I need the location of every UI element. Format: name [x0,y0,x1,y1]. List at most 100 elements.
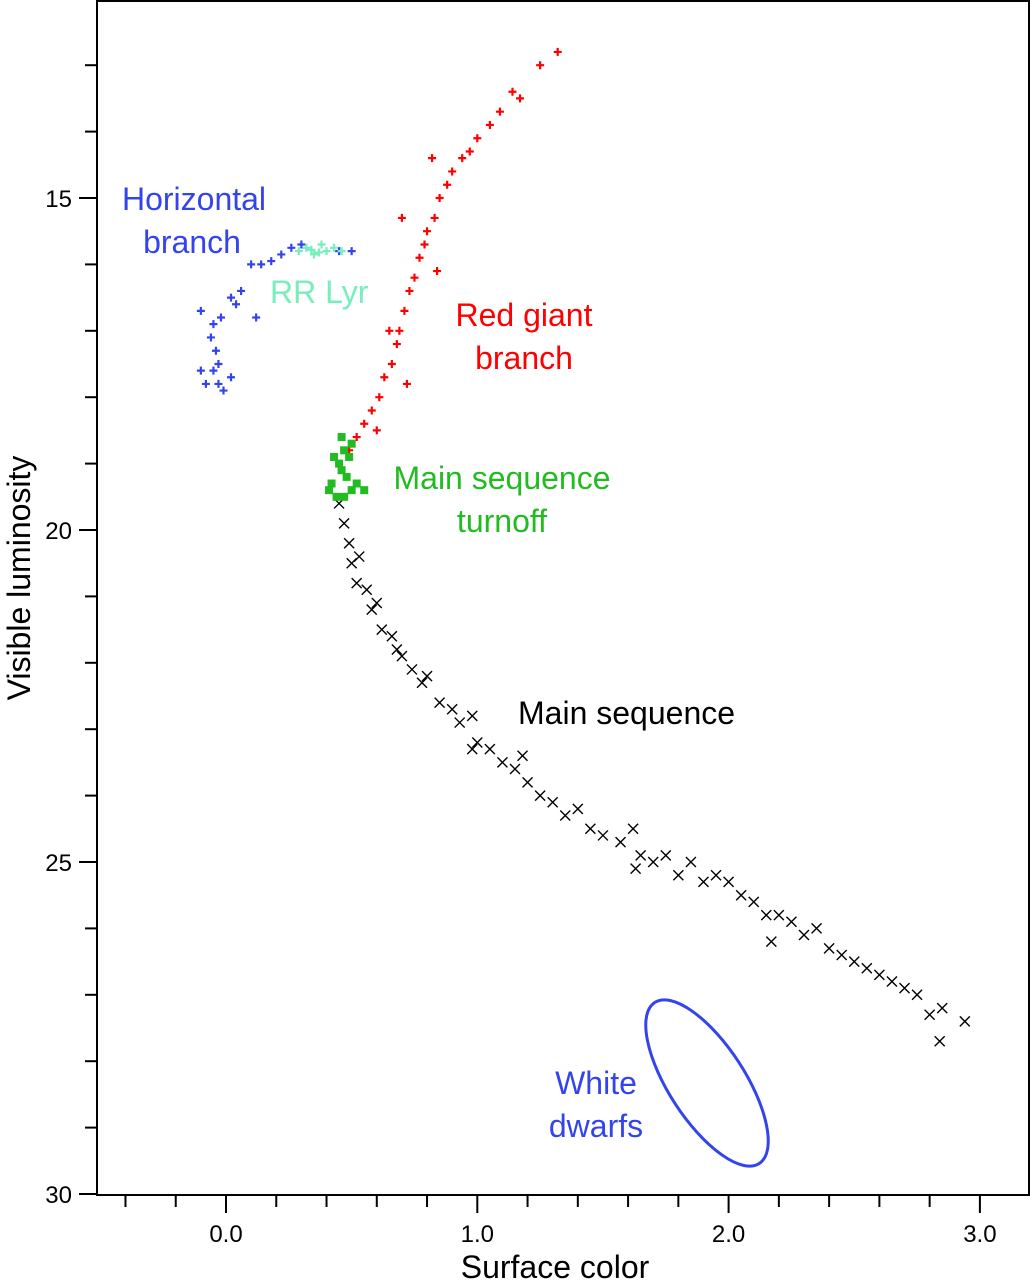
data-point [934,1035,946,1047]
series-red-giant-branch [345,47,562,455]
data-point [338,517,350,529]
data-point [322,247,331,256]
data-point [672,869,684,881]
annotation-line: dwarfs [548,1108,644,1144]
data-point [584,823,596,835]
data-point [508,87,517,96]
data-point [924,1009,936,1021]
data-point [214,360,223,368]
data-point [337,433,346,442]
data-point [405,286,414,295]
data-point [361,584,373,596]
data-point [710,869,722,881]
data-point [309,250,318,259]
data-point [352,479,361,488]
data-point [466,743,478,755]
data-point [823,942,835,954]
series-main-sequence-turnoff [325,433,369,501]
data-point [391,644,403,656]
data-point [428,154,437,163]
data-point [400,306,409,315]
data-point [386,630,398,642]
data-point [443,180,452,189]
data-point [697,876,709,888]
series-main-sequence [333,497,971,1047]
data-point [627,823,639,835]
data-point [209,366,218,375]
data-point [534,790,546,802]
data-point [330,452,339,461]
y-tick-label: 20 [45,518,72,545]
annotation-line: Horizontal [121,181,267,217]
data-point [836,949,848,961]
data-point [343,537,355,549]
data-point [337,247,346,256]
annotation-line: branch [143,224,241,260]
annotation-line: Main sequence [393,460,611,496]
data-point [446,703,458,715]
data-point [375,393,384,402]
data-point [376,624,388,636]
annotation-main-sequence: Main sequence [518,695,736,731]
data-point [402,379,411,388]
data-point [485,120,494,129]
data-point [735,889,747,901]
y-tick-label: 30 [45,1182,72,1209]
white-dwarfs-ellipse [644,998,770,1168]
data-point [466,710,478,722]
data-point [454,717,466,729]
series-horizontal-branch [196,240,356,395]
data-point [196,306,205,315]
series-rr-lyr [294,240,346,259]
data-point [332,492,341,501]
data-point [748,896,760,908]
annotation-main-sequence-turnoff: Main sequence turnoff [376,457,628,543]
data-point [257,260,266,269]
data-point [773,909,785,921]
data-point [420,240,429,249]
data-points [196,47,971,1047]
data-point [395,326,404,335]
data-point [302,243,311,252]
data-point [547,796,559,808]
annotation-white-dwarfs: White dwarfs [538,1062,654,1148]
data-point [509,763,521,775]
data-point [873,969,885,981]
data-point [227,373,236,382]
data-point [811,922,823,934]
axis-ticks: 0.0 1.0 2.0 3.0 15 20 25 30 [45,64,997,1248]
data-point [252,313,261,322]
data-point [448,167,457,176]
data-point [465,147,474,156]
data-point [317,240,326,249]
data-point [325,486,334,495]
y-axis-label: Visible luminosity [1,456,37,701]
data-point [423,227,432,236]
data-point [522,776,534,788]
data-point [553,47,562,56]
data-point [559,810,571,822]
data-point [340,446,349,455]
data-point [635,849,647,861]
data-point [723,876,735,888]
data-point [201,379,210,388]
data-point [471,736,483,748]
data-point [660,849,672,861]
annotation-line: turnoff [456,503,548,539]
data-point [330,243,339,252]
data-point [340,492,349,501]
data-point [936,1002,948,1014]
x-tick-label: 2.0 [712,1221,745,1248]
data-point [287,243,296,252]
data-point [335,459,344,468]
data-point [886,976,898,988]
data-point [294,247,303,256]
data-point [421,670,433,682]
data-point [484,743,496,755]
data-point [397,213,406,222]
data-point [214,379,223,388]
data-point [347,486,356,495]
data-point [347,439,356,448]
data-point [347,247,356,256]
data-point [237,286,246,295]
